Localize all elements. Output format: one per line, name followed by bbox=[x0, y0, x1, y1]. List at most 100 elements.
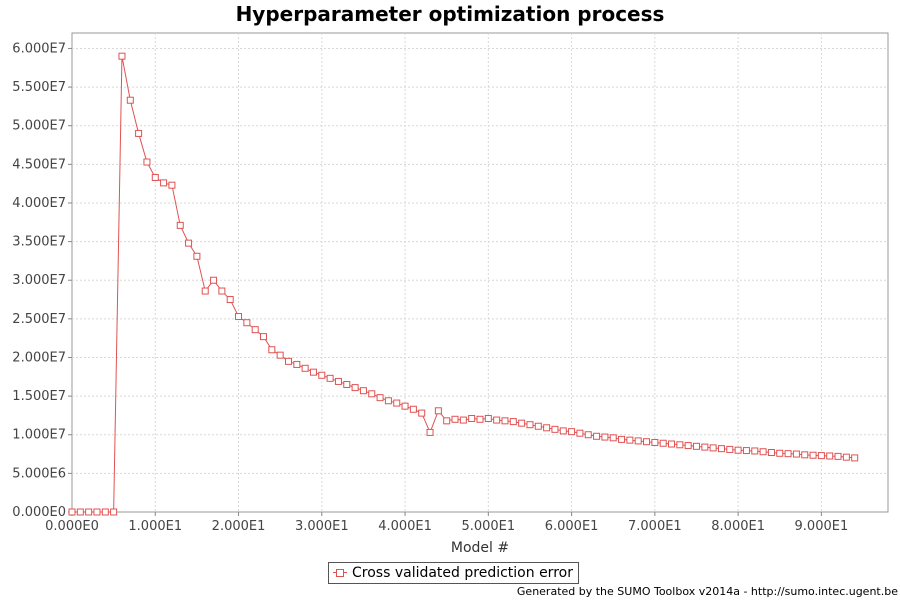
data-point bbox=[568, 428, 576, 436]
data-point bbox=[168, 181, 176, 189]
data-point bbox=[826, 452, 834, 460]
y-tick-label: 2.000E7 bbox=[12, 350, 66, 365]
y-tick-label: 6.000E7 bbox=[12, 41, 66, 56]
data-point bbox=[418, 409, 426, 417]
x-tick-label: 2.000E1 bbox=[212, 519, 266, 534]
data-point bbox=[368, 390, 376, 398]
data-point bbox=[809, 451, 817, 459]
data-point bbox=[284, 357, 292, 365]
data-point bbox=[459, 416, 467, 424]
data-point bbox=[293, 360, 301, 368]
data-point bbox=[509, 418, 517, 426]
y-tick-label: 4.500E7 bbox=[12, 157, 66, 172]
data-point bbox=[409, 405, 417, 413]
data-point bbox=[85, 508, 93, 516]
legend: Cross validated prediction error bbox=[328, 562, 579, 584]
y-tick-label: 0.000E0 bbox=[12, 505, 66, 520]
x-tick-label: 6.000E1 bbox=[545, 519, 599, 534]
data-point bbox=[734, 446, 742, 454]
y-tick-label: 4.000E7 bbox=[12, 196, 66, 211]
data-point bbox=[601, 433, 609, 441]
data-point bbox=[551, 425, 559, 433]
data-point bbox=[393, 399, 401, 407]
data-point bbox=[343, 381, 351, 389]
legend-label: Cross validated prediction error bbox=[352, 565, 573, 581]
x-tick-label: 5.000E1 bbox=[461, 519, 515, 534]
data-point bbox=[634, 437, 642, 445]
data-point bbox=[401, 402, 409, 410]
data-point bbox=[484, 415, 492, 423]
data-point bbox=[717, 445, 725, 453]
data-point bbox=[501, 417, 509, 425]
footer-credit: Generated by the SUMO Toolbox v2014a - h… bbox=[516, 585, 898, 598]
grid-lines bbox=[72, 33, 888, 512]
plot-area bbox=[71, 32, 889, 513]
data-point bbox=[526, 421, 534, 429]
data-point bbox=[110, 508, 118, 516]
data-point bbox=[376, 394, 384, 402]
data-point bbox=[235, 313, 243, 321]
data-point bbox=[534, 422, 542, 430]
y-tick-label: 1.500E7 bbox=[12, 389, 66, 404]
x-tick-label: 1.000E1 bbox=[128, 519, 182, 534]
data-point bbox=[151, 173, 159, 181]
data-point bbox=[76, 508, 84, 516]
data-point bbox=[584, 431, 592, 439]
data-point bbox=[784, 450, 792, 458]
data-point bbox=[301, 364, 309, 372]
x-tick-label: 8.000E1 bbox=[711, 519, 765, 534]
data-point bbox=[93, 508, 101, 516]
x-tick-label: 0.000E0 bbox=[45, 519, 99, 534]
data-point bbox=[518, 419, 526, 427]
data-point bbox=[692, 442, 700, 450]
data-point bbox=[618, 435, 626, 443]
data-point bbox=[260, 333, 268, 341]
data-point bbox=[801, 451, 809, 459]
data-point bbox=[709, 444, 717, 452]
data-point bbox=[751, 447, 759, 455]
data-point bbox=[543, 424, 551, 432]
y-tick-label: 5.000E7 bbox=[12, 119, 66, 134]
x-tick-label: 7.000E1 bbox=[628, 519, 682, 534]
data-point bbox=[443, 417, 451, 425]
data-point bbox=[359, 387, 367, 395]
data-point bbox=[851, 454, 859, 462]
data-point bbox=[776, 449, 784, 457]
data-point bbox=[651, 438, 659, 446]
y-tick-label: 5.500E7 bbox=[12, 80, 66, 95]
chart-title: Hyperparameter optimization process bbox=[235, 2, 665, 26]
data-point bbox=[759, 448, 767, 456]
data-point bbox=[593, 432, 601, 440]
data-point bbox=[676, 441, 684, 449]
data-point bbox=[309, 368, 317, 376]
data-point bbox=[726, 445, 734, 453]
y-tick-label: 1.000E7 bbox=[12, 428, 66, 443]
data-point bbox=[609, 434, 617, 442]
y-tick-label: 3.500E7 bbox=[12, 235, 66, 250]
data-point bbox=[318, 371, 326, 379]
data-point bbox=[701, 443, 709, 451]
data-point bbox=[434, 407, 442, 415]
data-point bbox=[559, 427, 567, 435]
data-point bbox=[101, 508, 109, 516]
x-tick-label: 3.000E1 bbox=[295, 519, 349, 534]
data-point bbox=[742, 447, 750, 455]
data-point bbox=[268, 346, 276, 354]
series-layer bbox=[68, 52, 859, 516]
data-point bbox=[626, 436, 634, 444]
data-point bbox=[468, 415, 476, 423]
x-tick-label: 4.000E1 bbox=[378, 519, 432, 534]
y-tick-label: 3.000E7 bbox=[12, 273, 66, 288]
axes: 0.000E0 5.000E6 1.000E7 1.500E7 2.000E7 2.500… bbox=[12, 41, 848, 534]
data-point bbox=[251, 326, 259, 334]
data-point bbox=[218, 287, 226, 295]
data-point bbox=[659, 439, 667, 447]
data-point bbox=[185, 239, 193, 247]
data-point bbox=[451, 415, 459, 423]
data-point bbox=[160, 179, 168, 187]
data-point bbox=[226, 296, 234, 304]
data-point bbox=[476, 415, 484, 423]
data-point bbox=[493, 416, 501, 424]
y-tick-label: 5.000E6 bbox=[12, 466, 66, 481]
